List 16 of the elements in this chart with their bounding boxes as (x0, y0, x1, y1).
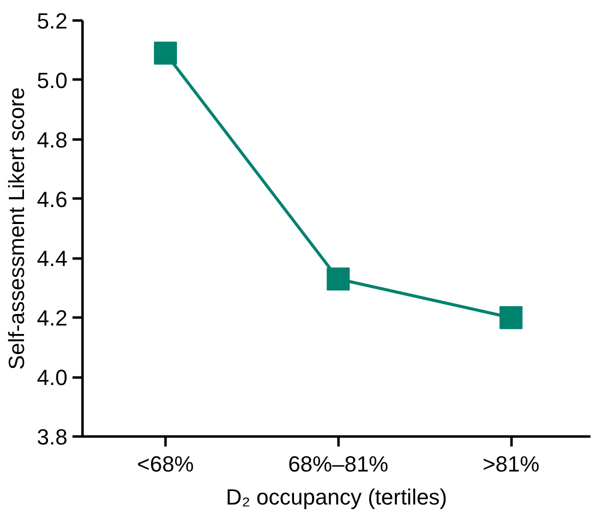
y-tick-label: 4.0 (36, 365, 68, 390)
x-axis-title: D₂ occupancy (tertiles) (226, 484, 448, 510)
y-tick-label: 4.8 (36, 127, 68, 152)
x-tick-label: 68%–81% (288, 452, 388, 476)
point (154, 42, 177, 65)
y-tick-label: 4.6 (36, 186, 68, 212)
point (326, 268, 350, 291)
x-tick-label: <68% (137, 452, 194, 476)
y-tick-label: 4.2 (36, 306, 68, 331)
point (500, 306, 523, 330)
y-tick-label: 5.2 (36, 8, 68, 34)
y-axis-title: Self-assessment Likert score (4, 87, 29, 370)
x-tick-label: >81% (482, 452, 540, 476)
y-tick-label: 5.0 (36, 68, 68, 93)
y-tick-label: 4.4 (36, 246, 68, 272)
y-tick-label: 3.8 (36, 424, 68, 450)
